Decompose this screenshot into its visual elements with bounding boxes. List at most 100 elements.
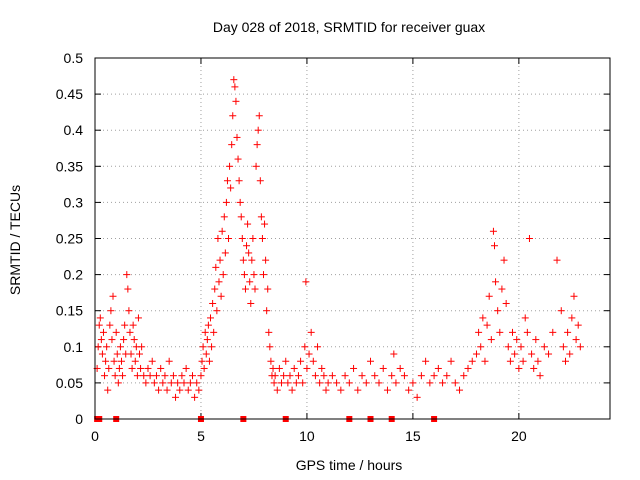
data-point <box>254 126 262 134</box>
data-point <box>307 328 315 336</box>
data-point <box>200 364 208 372</box>
data-point <box>133 372 141 380</box>
data-point <box>262 256 270 264</box>
data-point <box>108 336 116 344</box>
data-point <box>468 357 476 365</box>
data-point <box>309 357 317 365</box>
data-point <box>210 328 218 336</box>
data-point <box>219 271 227 279</box>
plot-frame <box>94 57 611 420</box>
data-point <box>134 314 142 322</box>
data-point <box>137 364 145 372</box>
data-point <box>215 278 223 286</box>
data-point <box>426 379 434 387</box>
data-point <box>258 235 266 242</box>
data-point <box>506 357 514 365</box>
data-point <box>301 343 309 351</box>
data-point <box>358 372 366 380</box>
data-point <box>434 364 442 372</box>
data-point <box>99 328 107 336</box>
data-point <box>201 328 209 336</box>
data-point <box>250 271 258 279</box>
data-point <box>564 328 572 336</box>
data-point <box>225 235 233 242</box>
data-point <box>128 364 136 372</box>
data-point <box>226 162 234 170</box>
data-point <box>557 307 565 315</box>
data-point <box>413 393 421 401</box>
data-point <box>102 357 110 365</box>
data-point <box>182 364 190 372</box>
data-series-srmtid <box>93 76 584 401</box>
data-point <box>216 256 224 264</box>
data-point <box>129 321 137 329</box>
data-point <box>261 220 269 228</box>
data-point <box>464 364 472 372</box>
data-point <box>96 314 104 322</box>
data-point <box>302 278 310 286</box>
data-point <box>392 379 400 387</box>
data-point <box>163 386 171 394</box>
data-point <box>178 372 186 380</box>
data-point <box>271 372 279 380</box>
data-point <box>124 285 132 293</box>
data-point <box>222 198 230 206</box>
data-point <box>205 357 213 365</box>
data-point <box>116 343 124 351</box>
data-point <box>273 386 281 394</box>
data-point <box>504 343 512 351</box>
data-point <box>180 379 188 387</box>
data-point <box>275 364 283 372</box>
x-tick-label: 15 <box>405 428 421 444</box>
chart-title: Day 028 of 2018, SRMTID for receiver gua… <box>213 19 485 35</box>
data-point <box>417 372 425 380</box>
data-point <box>191 393 199 401</box>
data-point <box>223 177 231 185</box>
data-point <box>265 328 273 336</box>
data-point <box>235 177 243 185</box>
data-point <box>174 379 182 387</box>
y-tick-label: 0.15 <box>56 303 83 319</box>
data-point <box>157 364 165 372</box>
data-point <box>231 83 239 91</box>
data-point <box>405 386 413 394</box>
y-tick-label: 0.35 <box>56 158 83 174</box>
data-point <box>345 379 353 387</box>
data-point <box>251 285 259 293</box>
data-point <box>212 263 220 271</box>
data-point <box>409 379 417 387</box>
x-tick-label: 20 <box>511 428 527 444</box>
data-point <box>511 350 519 358</box>
data-point <box>390 350 398 358</box>
data-point <box>131 357 139 365</box>
data-point <box>233 133 241 141</box>
data-point <box>152 372 160 380</box>
data-point <box>119 372 127 380</box>
data-point <box>383 386 391 394</box>
data-point <box>142 379 150 387</box>
data-point <box>523 328 531 336</box>
data-point <box>290 364 298 372</box>
data-point <box>228 141 236 149</box>
data-point <box>236 198 244 206</box>
data-point <box>110 357 118 365</box>
data-point <box>234 155 242 163</box>
data-point <box>396 364 404 372</box>
data-point <box>479 314 487 322</box>
data-point <box>282 357 290 365</box>
data-point <box>253 141 261 149</box>
data-point <box>286 372 294 380</box>
data-point <box>534 357 542 365</box>
data-point <box>311 372 319 380</box>
data-point <box>202 350 210 358</box>
data-point <box>243 242 251 250</box>
data-point <box>513 336 521 344</box>
data-point <box>209 299 217 307</box>
y-tick-label: 0.2 <box>64 267 84 283</box>
data-point <box>475 328 483 336</box>
x-tick-label: 10 <box>299 428 315 444</box>
data-point <box>500 256 508 264</box>
data-point <box>159 379 167 387</box>
data-point <box>195 386 203 394</box>
y-tick-labels: 0 0.05 0.1 0.15 0.2 0.25 0.3 0.35 0.4 0.45 0.5 <box>56 50 83 427</box>
